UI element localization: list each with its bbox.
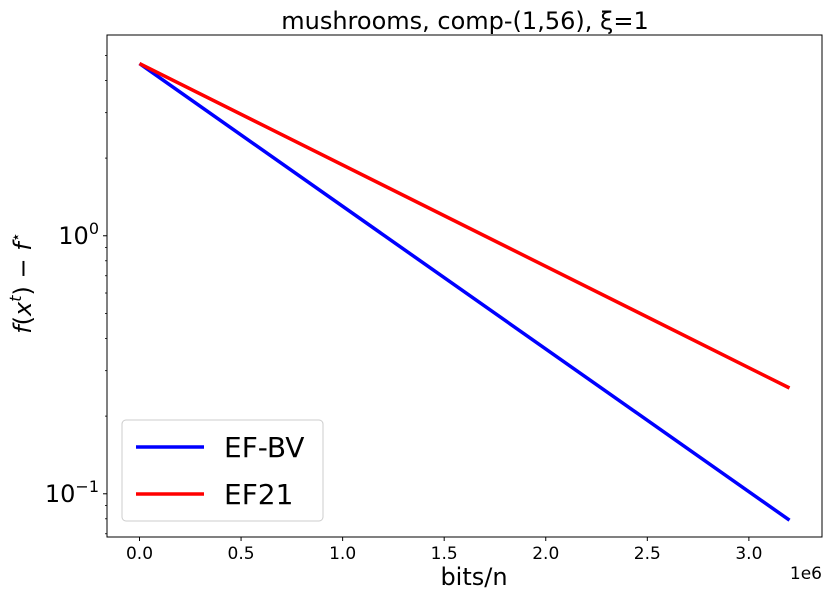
y-tick-label: 100 <box>58 219 99 250</box>
y-axis-label: f(xt) − f⋆ <box>6 232 37 334</box>
y-tick-label: 10−1 <box>45 477 99 508</box>
y-axis: 10−1 100 <box>45 55 107 535</box>
x-tick-label: 0.0 <box>126 544 153 564</box>
legend-label: EF21 <box>224 478 293 511</box>
x-tick-label: 3.0 <box>735 544 762 564</box>
x-offset-text: 1e6 <box>790 564 822 584</box>
series-line-ef21 <box>138 62 791 390</box>
x-axis: 0.0 0.5 1.0 1.5 2.0 2.5 3.0 <box>126 537 762 564</box>
x-axis-label: bits/n <box>440 563 507 591</box>
x-tick-label: 1.5 <box>431 544 458 564</box>
series-layer <box>138 62 791 522</box>
x-tick-label: 0.5 <box>228 544 255 564</box>
x-tick-label: 2.0 <box>532 544 559 564</box>
legend-label: EF-BV <box>224 431 304 464</box>
chart-title: mushrooms, comp-(1,56), ξ=1 <box>281 7 649 35</box>
series-line-ef-bv <box>138 62 791 522</box>
legend: EF-BV EF21 <box>121 419 324 522</box>
x-tick-label: 2.5 <box>634 544 661 564</box>
x-tick-label: 1.0 <box>329 544 356 564</box>
